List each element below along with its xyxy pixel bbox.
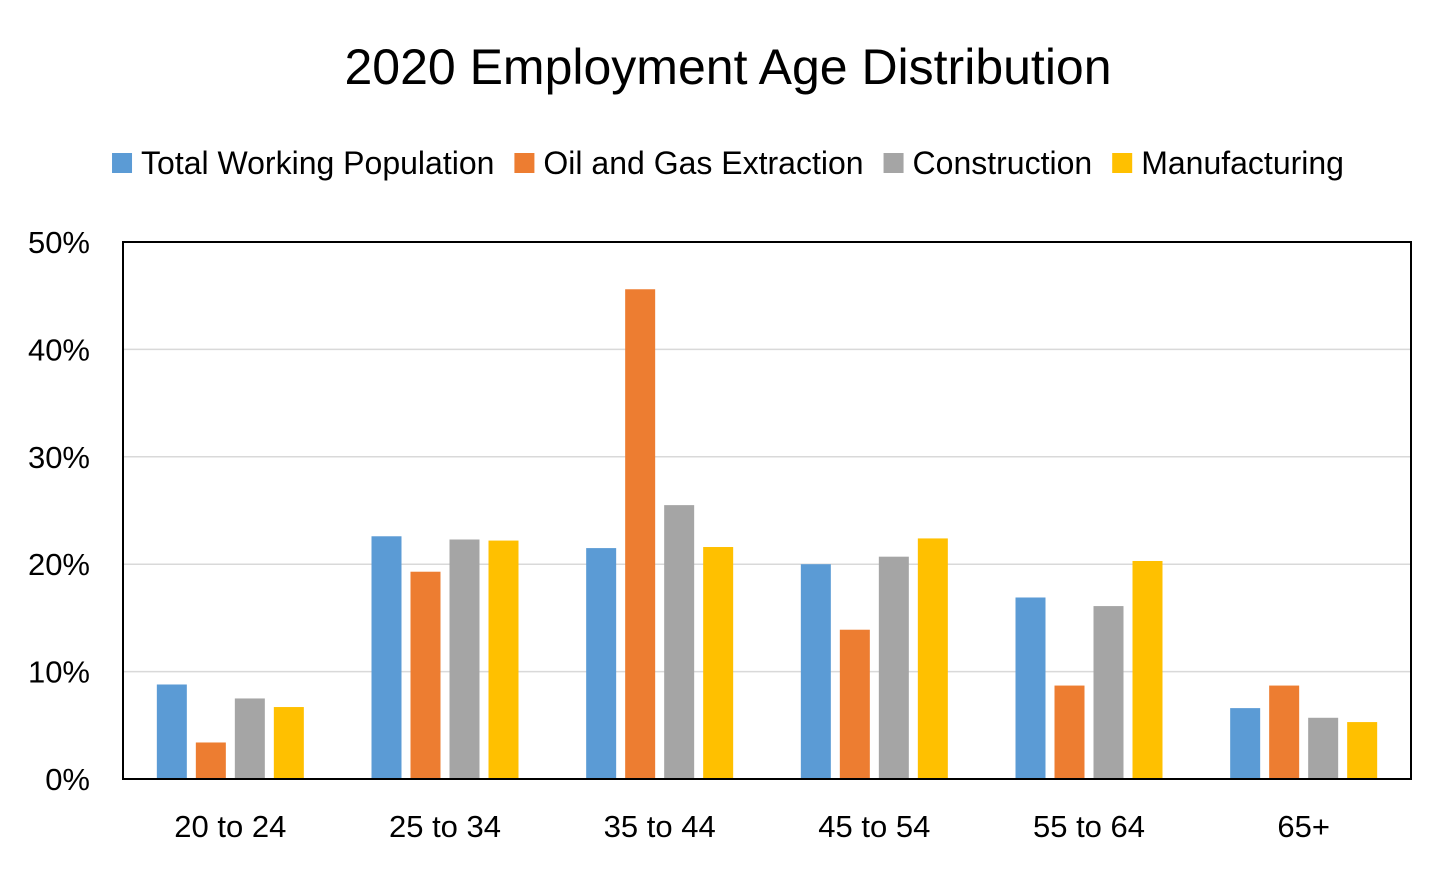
bar-oil-and-gas-extraction-4: [839, 629, 870, 779]
legend-item: Manufacturing: [1112, 145, 1344, 181]
x-tick-label: 35 to 44: [604, 809, 716, 844]
bar-total-working-population-4: [800, 564, 831, 779]
bar-construction-3: [664, 505, 695, 779]
legend-item: Oil and Gas Extraction: [514, 145, 864, 181]
bar-total-working-population-1: [156, 684, 187, 779]
bar-manufacturing-3: [703, 547, 734, 779]
bar-total-working-population-2: [371, 536, 402, 779]
bar-construction-5: [1093, 606, 1124, 779]
legend-label: Total Working Population: [141, 145, 494, 181]
plot-area-frame: [122, 241, 1412, 780]
bar-total-working-population-5: [1015, 597, 1046, 779]
legend-item: Construction: [883, 145, 1093, 181]
y-axis-ticks: 0% 10% 20% 30% 40% 50%: [28, 225, 90, 797]
legend-label: Oil and Gas Extraction: [543, 145, 863, 181]
bars: [156, 289, 1378, 779]
legend-item: Total Working Population: [112, 145, 494, 181]
legend: Total Working Population Oil and Gas Extr…: [112, 145, 1344, 181]
legend-swatch: [514, 153, 535, 173]
x-tick-label: 20 to 24: [174, 809, 286, 844]
bar-manufacturing-4: [917, 538, 948, 779]
bar-total-working-population-6: [1230, 708, 1261, 779]
legend-swatch: [1112, 153, 1133, 173]
x-tick-label: 25 to 34: [389, 809, 501, 844]
bar-construction-6: [1308, 717, 1339, 779]
bar-manufacturing-2: [488, 540, 519, 779]
bar-oil-and-gas-extraction-2: [410, 571, 441, 779]
bar-construction-4: [878, 556, 909, 779]
y-tick-label: 0%: [45, 762, 90, 797]
bar-manufacturing-1: [273, 707, 304, 779]
legend-swatch: [112, 153, 133, 173]
y-tick-label: 40%: [28, 332, 90, 367]
bar-construction-1: [234, 698, 265, 779]
y-tick-label: 20%: [28, 547, 90, 582]
bar-total-working-population-3: [586, 548, 617, 779]
legend-swatch: [883, 153, 904, 173]
y-tick-label: 30%: [28, 440, 90, 475]
x-tick-label: 45 to 54: [818, 809, 930, 844]
bar-manufacturing-6: [1347, 722, 1378, 779]
gridlines: [123, 348, 1411, 673]
bar-oil-and-gas-extraction-5: [1054, 685, 1085, 779]
bar-oil-and-gas-extraction-1: [195, 742, 226, 779]
y-tick-label: 50%: [28, 225, 90, 260]
bar-oil-and-gas-extraction-3: [625, 289, 656, 779]
x-tick-label: 55 to 64: [1033, 809, 1145, 844]
x-tick-label: 65+: [1277, 809, 1330, 844]
bar-oil-and-gas-extraction-6: [1269, 685, 1300, 779]
legend-label: Manufacturing: [1141, 145, 1344, 181]
bar-construction-2: [449, 539, 480, 779]
legend-label: Construction: [913, 145, 1093, 181]
y-tick-label: 10%: [28, 655, 90, 690]
bar-manufacturing-5: [1132, 560, 1163, 779]
chart-title: 2020 Employment Age Distribution: [344, 39, 1111, 95]
x-axis-ticks: 20 to 24 25 to 34 35 to 44 45 to 54 55 to 64…: [174, 809, 1330, 844]
